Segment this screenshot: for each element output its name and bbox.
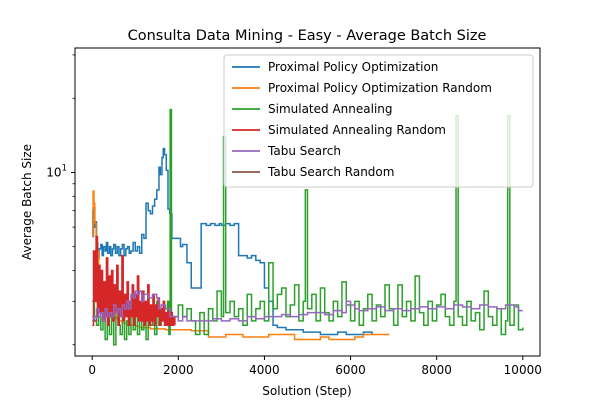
legend-entry-label: Proximal Policy Optimization Random xyxy=(268,81,492,95)
x-tick-label: 0 xyxy=(88,363,96,377)
legend-entry-label: Proximal Policy Optimization xyxy=(268,60,438,74)
legend: Proximal Policy Optimization Proximal Pol… xyxy=(223,54,534,188)
series-line-tabu-search-random xyxy=(92,318,98,322)
y-tick-label: 101 xyxy=(46,163,67,179)
legend-entry-label: Simulated Annealing Random xyxy=(268,123,446,137)
series-line-proximal-policy-optimization xyxy=(92,147,373,336)
series-line-tabu-search xyxy=(92,290,523,322)
series-line-simulated-annealing xyxy=(92,108,524,346)
plot-area-frame xyxy=(74,47,541,357)
chart-title: Consulta Data Mining - Easy - Average Ba… xyxy=(128,28,487,44)
plot-series xyxy=(92,108,524,346)
legend-box xyxy=(223,54,534,188)
legend-entry-label: Tabu Search xyxy=(267,144,341,158)
x-tick-label: 4000 xyxy=(249,363,280,377)
legend-entry-label: Simulated Annealing xyxy=(268,102,393,116)
x-axis-label: Solution (Step) xyxy=(262,384,351,398)
x-tick-label: 8000 xyxy=(421,363,452,377)
x-tick-label: 10000 xyxy=(504,363,542,377)
axis-ticks: 0 2000 4000 6000 8000 10000 101 xyxy=(46,54,542,377)
x-tick-label: 6000 xyxy=(335,363,366,377)
y-axis-label: Average Batch Size xyxy=(20,144,34,260)
x-tick-label: 2000 xyxy=(163,363,194,377)
legend-entry-label: Tabu Search Random xyxy=(267,165,394,179)
